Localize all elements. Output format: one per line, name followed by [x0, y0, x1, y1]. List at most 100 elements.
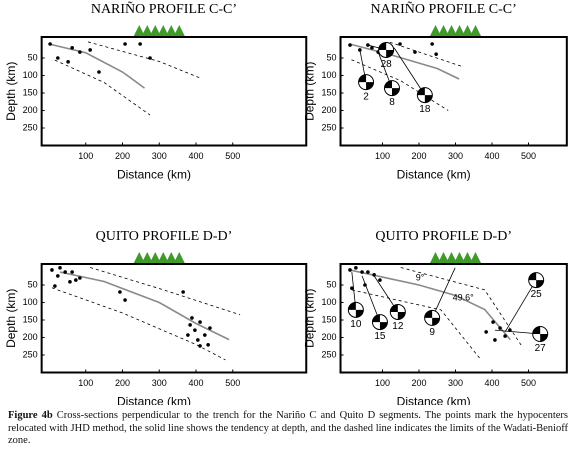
x-tick-label: 200	[411, 151, 426, 161]
y-tick-label: 150	[23, 87, 38, 97]
focal-mechanism-quadrant	[348, 302, 364, 318]
focal-mechanism-quadrant	[424, 310, 440, 326]
mechanism-leader	[431, 267, 456, 319]
x-tick-label: 400	[484, 378, 499, 388]
volcano	[133, 252, 146, 264]
panel-title: NARIÑO PROFILE C-C’	[371, 1, 517, 17]
slab-limit-line	[400, 267, 522, 346]
hypocenter	[398, 42, 402, 46]
hypocenter	[203, 333, 207, 337]
volcano	[437, 252, 450, 264]
hypocenter	[360, 270, 364, 274]
hypocenter	[138, 42, 142, 46]
volcano	[453, 25, 466, 37]
volcano	[429, 252, 442, 264]
hypocenter	[434, 52, 438, 56]
volcano	[157, 252, 170, 264]
y-tick-label: 200	[23, 332, 38, 342]
volcano	[469, 25, 482, 37]
volcano	[165, 25, 178, 37]
panel-title: QUITO PROFILE D-D’	[96, 229, 233, 244]
hypocenter	[348, 268, 352, 272]
hypocenter	[48, 42, 52, 46]
y-axis-label: Depth (km)	[303, 62, 317, 121]
x-tick-label: 500	[225, 378, 240, 388]
hypocenter	[88, 48, 92, 52]
x-tick-label: 100	[375, 151, 390, 161]
mechanism-label: 28	[381, 59, 393, 70]
volcano	[461, 252, 474, 264]
focal-mechanism-quadrant	[372, 314, 388, 330]
focal-mechanism-quadrant	[358, 74, 374, 90]
y-axis-label: Depth (km)	[303, 289, 317, 348]
y-tick-label: 150	[23, 314, 38, 324]
x-tick-label: 300	[152, 151, 167, 161]
angle-annotation: 9°	[416, 272, 425, 282]
volcano	[141, 25, 154, 37]
x-tick-label: 300	[152, 378, 167, 388]
hypocenter	[198, 320, 202, 324]
volcano	[461, 25, 474, 37]
y-tick-label: 200	[321, 332, 336, 342]
volcano	[173, 252, 186, 264]
mechanism-label: 25	[531, 289, 543, 300]
volcano	[453, 252, 466, 264]
hypocenter	[63, 270, 67, 274]
volcano	[157, 25, 170, 37]
volcano	[469, 252, 482, 264]
x-tick-label: 500	[225, 151, 240, 161]
hypocenter	[148, 56, 152, 60]
x-tick-label: 400	[188, 378, 203, 388]
volcano	[173, 25, 186, 37]
y-tick-label: 100	[23, 70, 38, 80]
slab-limit-line	[90, 267, 241, 316]
y-tick-label: 150	[321, 87, 336, 97]
hypocenter	[181, 290, 185, 294]
y-tick-label: 250	[321, 122, 336, 132]
x-tick-label: 100	[78, 151, 93, 161]
mechanism-label: 8	[389, 97, 395, 108]
panel-title: QUITO PROFILE D-D’	[375, 229, 512, 244]
focal-mechanism-quadrant	[384, 80, 400, 96]
x-axis-label: Distance (km)	[397, 168, 471, 182]
mechanism-label: 10	[350, 319, 362, 330]
hypocenter	[491, 320, 495, 324]
hypocenter	[370, 46, 374, 50]
y-tick-label: 100	[321, 297, 336, 307]
mechanism-label: 27	[535, 343, 547, 354]
y-tick-label: 150	[321, 314, 336, 324]
hypocenter	[118, 290, 122, 294]
x-tick-label: 300	[448, 151, 463, 161]
plot-frame	[339, 36, 568, 147]
x-tick-label: 200	[115, 378, 130, 388]
slab-trend-line	[349, 269, 511, 341]
volcano	[133, 25, 146, 37]
slab-limit-line	[389, 41, 463, 68]
volcano	[141, 252, 154, 264]
hypocenter	[78, 50, 82, 54]
x-axis-label: Distance (km)	[117, 168, 191, 182]
slab-limit-line	[351, 289, 482, 361]
hypocenter	[430, 42, 434, 46]
hypocenter	[484, 330, 488, 334]
hypocenter	[498, 326, 502, 330]
hypocenter	[190, 316, 194, 320]
x-tick-label: 200	[115, 151, 130, 161]
slab-trend-line	[48, 43, 146, 89]
y-axis-label: Depth (km)	[4, 62, 18, 121]
x-tick-label: 400	[484, 151, 499, 161]
hypocenter	[56, 274, 60, 278]
x-tick-label: 100	[78, 378, 93, 388]
volcano	[429, 25, 442, 37]
slab-limit-line	[51, 287, 226, 361]
hypocenter	[206, 343, 210, 347]
slab-limit-line	[87, 41, 201, 79]
mechanism-leader	[504, 279, 537, 333]
x-tick-label: 500	[521, 151, 536, 161]
hypocenter	[97, 70, 101, 74]
y-tick-label: 250	[321, 349, 336, 359]
slab-limit-line	[54, 59, 151, 116]
hypocenter	[372, 273, 376, 277]
mechanism-label: 12	[392, 321, 404, 332]
mechanism-label: 2	[363, 91, 369, 102]
